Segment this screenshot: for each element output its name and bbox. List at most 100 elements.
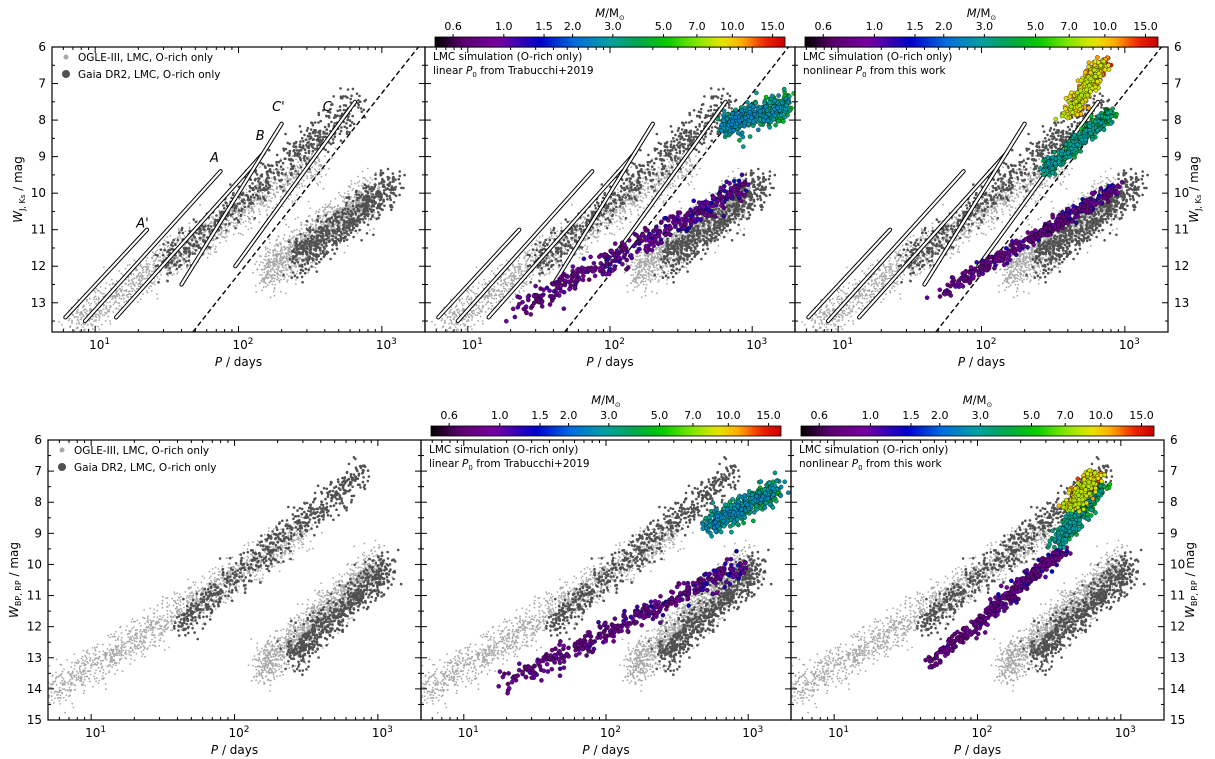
data-point <box>309 223 312 225</box>
data-point <box>237 213 239 216</box>
data-point <box>398 193 401 197</box>
data-point <box>321 249 325 253</box>
data-point <box>287 226 290 229</box>
data-point <box>278 266 280 269</box>
data-point <box>267 176 271 180</box>
data-point <box>249 195 253 199</box>
data-point <box>275 163 279 167</box>
data-point <box>681 153 684 156</box>
data-point <box>99 312 102 315</box>
data-point <box>345 238 349 242</box>
data-point <box>609 207 612 210</box>
data-point <box>112 294 115 297</box>
data-point <box>310 174 312 177</box>
data-point <box>259 161 263 165</box>
data-point <box>336 220 340 224</box>
data-point <box>143 277 146 280</box>
data-point <box>322 226 325 230</box>
data-point <box>265 285 267 288</box>
data-point <box>461 297 464 300</box>
data-point <box>351 114 355 118</box>
data-point <box>289 242 292 245</box>
data-point <box>382 183 385 186</box>
x-tick-label: 101 <box>89 337 110 352</box>
data-point <box>356 209 360 212</box>
data-point <box>260 191 263 193</box>
data-point <box>299 140 302 143</box>
data-point <box>357 191 360 194</box>
data-point <box>331 238 334 241</box>
data-point <box>359 201 361 204</box>
data-point <box>537 240 540 243</box>
data-point <box>329 220 332 224</box>
data-point <box>221 231 223 233</box>
data-point <box>392 201 396 204</box>
data-point <box>174 263 178 267</box>
data-point <box>325 173 327 176</box>
data-point <box>603 211 605 213</box>
data-point <box>246 206 248 209</box>
data-point <box>357 185 360 187</box>
data-point <box>285 269 288 271</box>
data-point <box>387 176 391 180</box>
data-point <box>327 204 330 207</box>
data-point <box>256 189 260 193</box>
data-point <box>613 221 616 224</box>
data-point <box>310 265 313 268</box>
data-point <box>535 239 538 242</box>
data-point <box>604 225 606 228</box>
data-point <box>371 203 375 207</box>
data-point <box>274 196 277 199</box>
data-point <box>506 277 508 280</box>
data-point <box>398 182 402 185</box>
data-point <box>671 169 674 172</box>
data-point <box>295 234 298 237</box>
data-point <box>345 122 348 125</box>
data-point <box>237 185 241 188</box>
data-point <box>138 278 141 281</box>
data-point <box>255 291 258 293</box>
data-point <box>369 182 371 184</box>
data-point <box>516 265 519 268</box>
data-point <box>274 253 277 256</box>
data-point <box>278 262 281 265</box>
data-point <box>331 138 335 141</box>
data-point <box>596 226 598 229</box>
data-point <box>280 172 284 175</box>
data-point <box>318 129 322 133</box>
data-point <box>303 271 307 275</box>
data-point <box>336 207 339 210</box>
data-point <box>219 210 222 214</box>
data-point <box>681 177 683 180</box>
data-point <box>513 280 515 282</box>
data-point <box>310 143 313 146</box>
data-point <box>303 148 307 151</box>
data-point <box>311 149 315 153</box>
data-point <box>324 241 328 245</box>
data-point <box>271 267 274 270</box>
data-point <box>352 226 356 230</box>
data-point <box>665 167 668 170</box>
data-point <box>290 265 293 267</box>
data-point <box>96 313 98 316</box>
data-point <box>380 208 383 211</box>
data-point <box>104 319 107 322</box>
data-point <box>209 248 212 251</box>
data-point <box>277 168 280 171</box>
data-point <box>397 177 401 181</box>
data-point <box>350 121 354 124</box>
data-point <box>350 180 353 182</box>
data-point <box>132 288 135 290</box>
data-point <box>367 204 370 207</box>
data-point <box>261 183 265 186</box>
sequence-label: A' <box>135 217 148 232</box>
data-point <box>115 291 118 294</box>
data-point <box>230 221 233 224</box>
data-point <box>325 252 328 256</box>
data-point <box>259 213 262 216</box>
data-point <box>76 310 78 312</box>
data-point <box>288 158 291 161</box>
data-point <box>331 103 334 106</box>
data-point <box>166 250 169 254</box>
